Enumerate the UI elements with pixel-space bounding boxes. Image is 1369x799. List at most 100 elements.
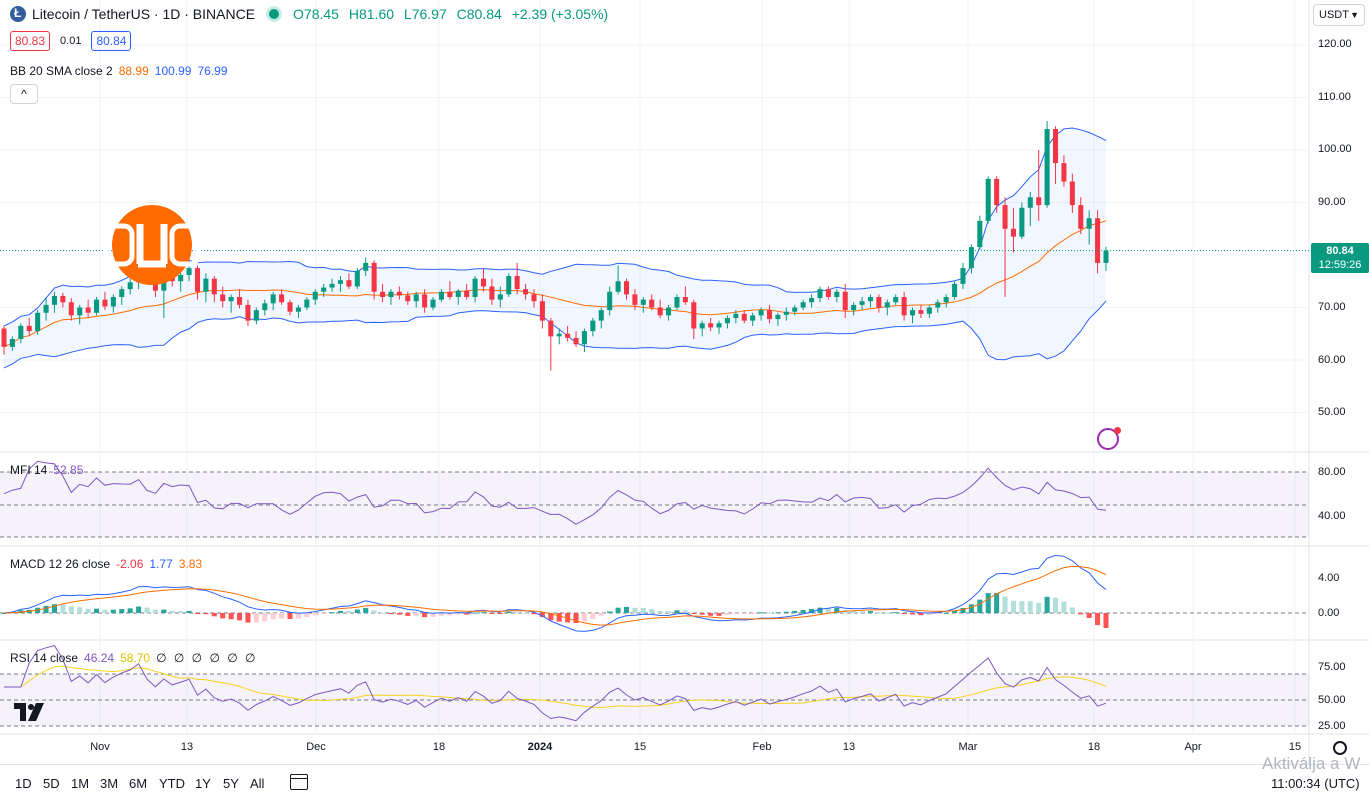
candle-body xyxy=(733,313,739,318)
candle-body xyxy=(935,302,941,308)
candle-body xyxy=(724,318,730,324)
macd-hist-bar xyxy=(876,612,882,614)
macd-hist-bar xyxy=(741,613,747,615)
buy-price-button[interactable]: 80.84 xyxy=(91,31,132,51)
timeframe-button[interactable]: 1Y xyxy=(195,776,211,791)
macd-hist-bar xyxy=(1036,602,1042,613)
currency-select[interactable]: USDT ▼ xyxy=(1313,4,1365,26)
candle-body xyxy=(1053,129,1059,164)
macd-hist-bar xyxy=(817,607,823,613)
bb-upper-value: 100.99 xyxy=(154,64,192,78)
candle-body xyxy=(640,299,646,305)
candle-body xyxy=(800,302,806,308)
macd-hist-bar xyxy=(43,605,49,613)
macd-hist-bar xyxy=(497,613,503,614)
macd-hist-bar xyxy=(640,607,646,613)
macd-hist-bar xyxy=(237,613,243,621)
macd-hist-bar xyxy=(60,604,66,613)
candle-body xyxy=(77,307,83,316)
macd-hist-bar xyxy=(329,612,335,614)
macd-hist-bar xyxy=(960,607,966,613)
macd-hist-bar xyxy=(405,613,411,616)
candle-body xyxy=(178,274,184,282)
collapse-legend-button[interactable]: ^ xyxy=(10,84,38,104)
macd-hist-bar xyxy=(1010,600,1016,613)
candle-body xyxy=(699,323,705,329)
timeframe-button[interactable]: 3M xyxy=(100,776,119,791)
chart-settings-gear-icon[interactable] xyxy=(1333,741,1347,755)
candle-body xyxy=(825,289,831,297)
macd-hist-bar xyxy=(489,613,495,614)
candle-body xyxy=(228,297,234,302)
rsi-legend[interactable]: RSI 14 close 46.24 58.70 ∅ ∅ ∅ ∅ ∅ ∅ xyxy=(10,651,264,665)
last-price-value: 80.84 xyxy=(1326,245,1354,257)
candle-body xyxy=(893,297,899,303)
candle-body xyxy=(9,339,15,347)
date-range-calendar-icon[interactable] xyxy=(289,774,308,790)
candle-body xyxy=(18,325,24,339)
candle-body xyxy=(977,220,983,248)
candle-body xyxy=(666,307,672,316)
macd-axis-label: 4.00 xyxy=(1318,572,1340,584)
macd-hist-bar xyxy=(1044,596,1050,613)
macd-indicator-name: MACD 12 26 close xyxy=(10,557,111,571)
macd-hist-bar xyxy=(186,610,192,613)
candle-body xyxy=(867,297,873,302)
macd-signal-line xyxy=(3,565,1107,626)
macd-hist-bar xyxy=(783,611,789,613)
candle-body xyxy=(573,337,579,345)
tradingview-logo-icon[interactable] xyxy=(14,703,46,721)
timeframe-button[interactable]: All xyxy=(250,776,265,791)
candle-body xyxy=(1019,207,1025,237)
macd-hist-bar xyxy=(228,613,234,620)
candle-body xyxy=(691,302,697,329)
candle-body xyxy=(514,276,520,290)
candle-body xyxy=(708,323,714,328)
price-axis-label: 50.00 xyxy=(1318,406,1346,418)
candle-body xyxy=(1103,250,1109,263)
alert-lightning-icon[interactable] xyxy=(1097,427,1121,450)
macd-hist-bar xyxy=(556,613,562,622)
macd-hist-bar xyxy=(531,613,537,615)
timeframe-button[interactable]: 1D xyxy=(15,776,32,791)
mfi-legend[interactable]: MFI 14 52.85 xyxy=(10,463,89,477)
bb-basis-line xyxy=(3,220,1107,348)
price-axis-label: 110.00 xyxy=(1318,91,1351,103)
candle-body xyxy=(472,278,478,297)
macd-hist-bar xyxy=(724,613,730,616)
candle-body xyxy=(952,283,958,297)
sell-price-button[interactable]: 80.83 xyxy=(10,31,51,51)
candle-body xyxy=(480,278,487,287)
timeframe-button[interactable]: YTD xyxy=(159,776,185,791)
candle-body xyxy=(363,262,369,271)
macd-hist-bar xyxy=(581,613,587,622)
timeframe-button[interactable]: 6M xyxy=(129,776,148,791)
candle-body xyxy=(1069,181,1075,206)
candle-body xyxy=(994,178,1000,206)
price-axis-label: 120.00 xyxy=(1318,38,1352,50)
candle-body xyxy=(194,268,201,292)
macd-hist-bar xyxy=(901,613,907,615)
timeframe-button[interactable]: 1M xyxy=(71,776,90,791)
bb-legend[interactable]: BB 20 SMA close 2 88.99 100.99 76.99 xyxy=(10,64,234,78)
symbol-title[interactable]: Litecoin / TetherUS · 1D · BINANCE xyxy=(32,6,256,22)
litecoin-logo-icon xyxy=(10,6,26,22)
bottom-toolbar: 1D 5D 1M 3M 6M YTD 1Y 5Y All 11:00:34 (U… xyxy=(0,764,1369,799)
mfi-axis-label: 80.00 xyxy=(1318,466,1346,478)
candle-body xyxy=(607,291,613,311)
macd-hist-bar xyxy=(506,611,512,613)
macd-hist-bar xyxy=(943,612,949,614)
market-open-status-icon xyxy=(269,9,280,19)
macd-legend[interactable]: MACD 12 26 close -2.06 1.77 3.83 xyxy=(10,557,208,571)
mfi-line xyxy=(3,460,1107,525)
timeframe-button[interactable]: 5D xyxy=(43,776,60,791)
utc-clock[interactable]: 11:00:34 (UTC) xyxy=(1271,776,1360,791)
macd-hist-bar xyxy=(716,613,722,616)
macd-hist-bar xyxy=(220,613,226,619)
candle-body xyxy=(127,282,133,290)
candle-body xyxy=(985,178,991,221)
timeframe-button[interactable]: 5Y xyxy=(223,776,239,791)
rsi-ma-value: 58.70 xyxy=(120,651,151,665)
